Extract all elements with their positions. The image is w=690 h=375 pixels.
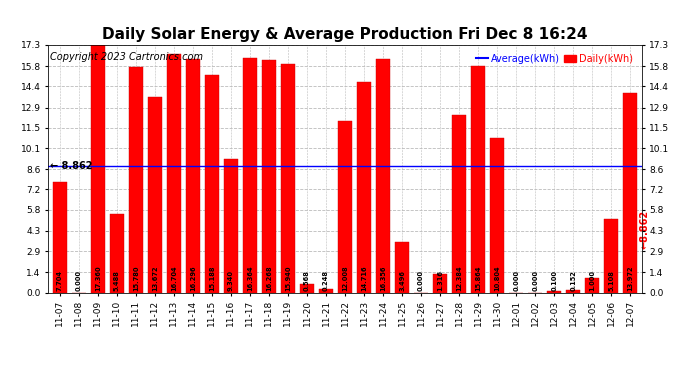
Bar — [90, 44, 105, 292]
Text: 5.488: 5.488 — [114, 270, 120, 291]
Text: 16.364: 16.364 — [247, 266, 253, 291]
Bar — [186, 59, 200, 292]
Text: 15.780: 15.780 — [132, 266, 139, 291]
Text: 9.340: 9.340 — [228, 270, 234, 291]
Text: 15.864: 15.864 — [475, 266, 481, 291]
Text: ←8.862: ←8.862 — [640, 210, 650, 249]
Text: 13.972: 13.972 — [627, 266, 633, 291]
Text: 16.356: 16.356 — [380, 266, 386, 291]
Bar — [395, 243, 409, 292]
Text: 16.268: 16.268 — [266, 266, 272, 291]
Bar — [319, 289, 333, 292]
Bar — [128, 67, 143, 292]
Text: 0.152: 0.152 — [570, 270, 576, 291]
Bar — [604, 219, 618, 292]
Bar — [566, 290, 580, 292]
Text: 1.316: 1.316 — [437, 270, 443, 291]
Legend: Average(kWh), Daily(kWh): Average(kWh), Daily(kWh) — [472, 50, 637, 68]
Text: 1.000: 1.000 — [589, 270, 595, 291]
Bar — [167, 54, 181, 292]
Text: 7.704: 7.704 — [57, 270, 63, 291]
Text: 0.100: 0.100 — [551, 270, 558, 291]
Bar — [243, 58, 257, 292]
Bar — [623, 93, 638, 292]
Bar — [585, 278, 600, 292]
Text: Copyright 2023 Cartronics.com: Copyright 2023 Cartronics.com — [50, 53, 203, 62]
Bar — [490, 138, 504, 292]
Bar — [281, 64, 295, 292]
Title: Daily Solar Energy & Average Production Fri Dec 8 16:24: Daily Solar Energy & Average Production … — [102, 27, 588, 42]
Text: 14.716: 14.716 — [361, 266, 367, 291]
Text: 12.008: 12.008 — [342, 266, 348, 291]
Text: 15.188: 15.188 — [209, 266, 215, 291]
Text: 16.704: 16.704 — [171, 266, 177, 291]
Text: 0.000: 0.000 — [418, 270, 424, 291]
Bar — [433, 274, 447, 292]
Text: 0.248: 0.248 — [323, 270, 329, 291]
Text: ← 8.862: ← 8.862 — [50, 161, 92, 171]
Text: 15.940: 15.940 — [285, 266, 291, 291]
Bar — [471, 66, 485, 292]
Bar — [338, 121, 352, 292]
Bar — [376, 58, 390, 292]
Text: 16.296: 16.296 — [190, 266, 196, 291]
Bar — [52, 182, 67, 292]
Bar — [547, 291, 562, 292]
Text: 0.568: 0.568 — [304, 270, 310, 291]
Bar — [110, 214, 124, 292]
Text: 0.000: 0.000 — [76, 270, 81, 291]
Text: 5.108: 5.108 — [609, 270, 614, 291]
Bar — [357, 82, 371, 292]
Bar — [205, 75, 219, 292]
Bar — [148, 97, 162, 292]
Bar — [452, 116, 466, 292]
Text: 0.000: 0.000 — [513, 270, 519, 291]
Text: 10.804: 10.804 — [494, 266, 500, 291]
Text: 0.000: 0.000 — [532, 270, 538, 291]
Bar — [224, 159, 238, 292]
Bar — [262, 60, 276, 292]
Text: 12.384: 12.384 — [456, 266, 462, 291]
Text: 13.672: 13.672 — [152, 266, 158, 291]
Text: 3.496: 3.496 — [399, 270, 405, 291]
Text: 17.360: 17.360 — [95, 266, 101, 291]
Bar — [300, 284, 314, 292]
